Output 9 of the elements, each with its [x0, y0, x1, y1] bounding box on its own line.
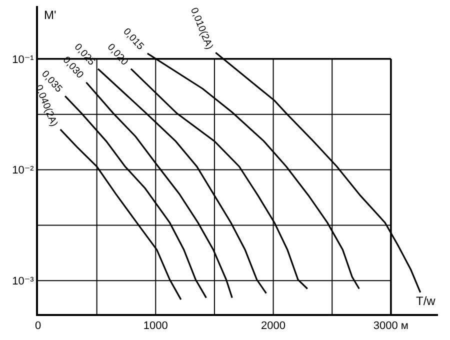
- y-tick-label: 10⁻¹: [12, 54, 34, 66]
- x-tick-label: 3000 м: [373, 320, 408, 332]
- y-tick-label: 10⁻²: [12, 164, 34, 177]
- x-tick-label: 0: [34, 320, 42, 332]
- x-tick-label: 1000: [143, 320, 168, 332]
- y-tick-label: 10⁻³: [12, 275, 34, 288]
- y-axis-title: M': [44, 8, 56, 22]
- x-tick-label: 2000: [261, 320, 286, 332]
- x-axis-title: T/w: [416, 294, 436, 308]
